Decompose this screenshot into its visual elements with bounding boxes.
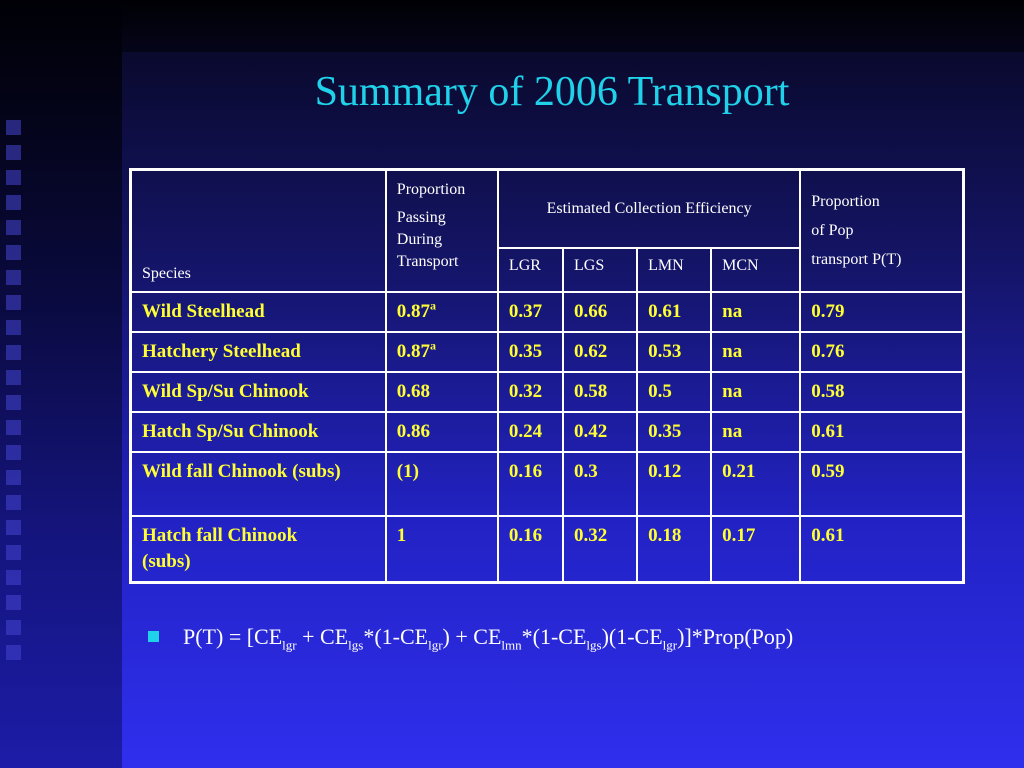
cell-mcn: 0.21 bbox=[722, 460, 756, 482]
header-estimated-ce-label: Estimated Collection Efficiency bbox=[546, 199, 752, 217]
cell-mcn: na bbox=[722, 300, 743, 322]
table-row: Hatch fall Chinook (subs) 1 0.16 0.32 0.… bbox=[129, 514, 965, 583]
table-row: Hatch Sp/Su Chinook 0.86 0.24 0.42 0.35 … bbox=[129, 410, 965, 453]
footnote-marker: a bbox=[430, 298, 437, 313]
footnote-marker: a bbox=[430, 338, 437, 353]
cell-passing: 0.68 bbox=[396, 380, 431, 402]
cell-lmn: 0.18 bbox=[648, 524, 682, 546]
header-lgs: LGS bbox=[561, 246, 639, 293]
cell-species: Wild Steelhead bbox=[142, 300, 265, 322]
square-bullet-icon bbox=[148, 631, 159, 643]
decorative-square bbox=[6, 545, 21, 560]
cell-species: Hatch fall Chinook (subs) bbox=[142, 524, 298, 572]
cell-lmn: 0.12 bbox=[648, 460, 682, 482]
decorative-square bbox=[6, 570, 21, 585]
cell-mcn: na bbox=[722, 380, 743, 402]
decorative-square bbox=[6, 645, 21, 660]
cell-lgr: 0.16 bbox=[508, 524, 543, 546]
header-lmn: LMN bbox=[636, 246, 713, 293]
cell-pt: 0.61 bbox=[811, 420, 845, 442]
cell-lgs: 0.42 bbox=[574, 420, 608, 442]
decorative-square bbox=[6, 620, 21, 635]
header-proportion-passing-line: Transport bbox=[396, 253, 459, 270]
header-proportion-pop: Proportion of Pop transport P(T) bbox=[799, 168, 965, 293]
decorative-square bbox=[6, 470, 21, 485]
header-proportion-pop-line: Proportion bbox=[811, 193, 880, 211]
cell-lgr: 0.35 bbox=[508, 340, 543, 362]
header-row: Species Proportion Passing During Transp… bbox=[129, 168, 965, 293]
header-lgr: LGR bbox=[496, 246, 565, 293]
cell-lgr: 0.32 bbox=[508, 380, 543, 402]
formula-bullet: P(T) = [CElgr + CElgs*(1-CElgr) + CElmn*… bbox=[148, 620, 793, 662]
cell-pt: 0.61 bbox=[811, 524, 845, 546]
cell-lgs: 0.62 bbox=[574, 340, 608, 362]
header-proportion-passing: Proportion Passing During Transport bbox=[384, 168, 499, 293]
formula-text: P(T) = [CElgr + CElgs*(1-CElgr) + CElmn*… bbox=[183, 624, 794, 653]
cell-pt: 0.76 bbox=[811, 340, 845, 362]
table-row: Wild fall Chinook (subs) (1) 0.16 0.3 0.… bbox=[129, 450, 965, 517]
decorative-square bbox=[6, 195, 21, 210]
decorative-square bbox=[6, 595, 21, 610]
cell-mcn: na bbox=[722, 420, 743, 442]
header-estimated-ce: Estimated Collection Efficiency bbox=[496, 168, 802, 249]
cell-lmn: 0.5 bbox=[648, 380, 672, 402]
decorative-square bbox=[6, 395, 21, 410]
cell-lmn: 0.35 bbox=[648, 420, 682, 442]
cell-lgs: 0.3 bbox=[574, 460, 598, 482]
cell-species: Wild Sp/Su Chinook bbox=[142, 380, 309, 402]
decorative-square bbox=[6, 295, 21, 310]
decorative-square bbox=[6, 220, 21, 235]
cell-passing: (1) bbox=[396, 460, 419, 482]
decorative-square bbox=[6, 445, 21, 460]
decorative-square bbox=[6, 370, 21, 385]
slide-title: Summary of 2006 Transport bbox=[314, 69, 790, 115]
cell-species: Wild fall Chinook (subs) bbox=[142, 460, 341, 482]
decorative-square bbox=[6, 320, 21, 335]
decorative-square bbox=[6, 420, 21, 435]
cell-passing: 1 bbox=[396, 524, 407, 546]
cell-lmn: 0.61 bbox=[648, 300, 682, 322]
cell-species: Hatch Sp/Su Chinook bbox=[142, 420, 319, 442]
header-proportion-pop-line: of Pop bbox=[811, 222, 854, 240]
decorative-square bbox=[6, 245, 21, 260]
cell-passing: 0.86 bbox=[396, 420, 431, 442]
cell-lgs: 0.58 bbox=[574, 380, 608, 402]
left-decorative-band bbox=[0, 0, 122, 768]
header-mcn: MCN bbox=[710, 246, 802, 293]
decorative-square bbox=[6, 345, 21, 360]
cell-lgr: 0.37 bbox=[508, 300, 543, 322]
decorative-squares bbox=[6, 120, 28, 670]
header-proportion-passing-line: Proportion bbox=[396, 181, 466, 198]
decorative-square bbox=[6, 120, 21, 135]
cell-lgs: 0.32 bbox=[574, 524, 608, 546]
cell-lgr: 0.24 bbox=[508, 420, 543, 442]
header-proportion-passing-line: During bbox=[396, 231, 443, 248]
header-species-label: Species bbox=[142, 264, 191, 282]
cell-passing: 0.87 bbox=[396, 300, 431, 322]
decorative-square bbox=[6, 495, 21, 510]
header-proportion-pop-line: transport P(T) bbox=[811, 251, 902, 269]
cell-pt: 0.79 bbox=[811, 300, 845, 322]
header-species: Species bbox=[129, 168, 387, 293]
cell-lgr: 0.16 bbox=[508, 460, 543, 482]
subheader-row: LGR LGS LMN MCN bbox=[131, 246, 964, 293]
cell-pt: 0.58 bbox=[811, 380, 845, 402]
decorative-square bbox=[6, 520, 21, 535]
cell-lmn: 0.53 bbox=[648, 340, 682, 362]
transport-summary-table: Species Proportion Passing During Transp… bbox=[129, 168, 965, 584]
cell-passing: 0.87 bbox=[396, 340, 431, 362]
table-row: Wild Sp/Su Chinook 0.68 0.32 0.58 0.5 na… bbox=[129, 370, 965, 413]
cell-pt: 0.59 bbox=[811, 460, 845, 482]
decorative-square bbox=[6, 270, 21, 285]
cell-mcn: na bbox=[722, 340, 743, 362]
decorative-square bbox=[6, 145, 21, 160]
header-proportion-passing-line: Passing bbox=[396, 209, 446, 226]
decorative-square bbox=[6, 170, 21, 185]
cell-mcn: 0.17 bbox=[722, 524, 756, 546]
cell-species: Hatchery Steelhead bbox=[142, 340, 301, 362]
top-dark-strip bbox=[122, 0, 1024, 52]
table-row: Hatchery Steelhead 0.87a 0.35 0.62 0.53 … bbox=[129, 330, 965, 373]
table-row: Wild Steelhead 0.87a 0.37 0.66 0.61 na 0… bbox=[129, 290, 965, 333]
cell-lgs: 0.66 bbox=[574, 300, 608, 322]
